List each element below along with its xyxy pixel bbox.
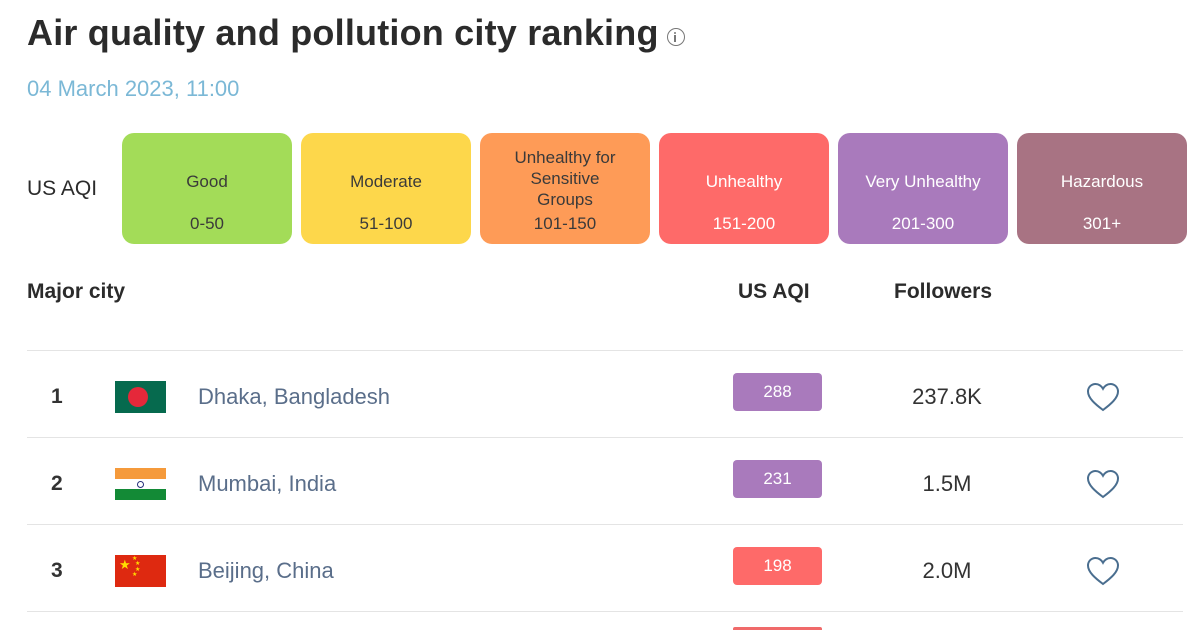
legend-label: US AQI [27, 177, 98, 200]
aqi-badge: 288 [733, 373, 822, 411]
heart-icon[interactable] [1085, 468, 1121, 500]
column-header-city[interactable]: Major city [27, 280, 126, 303]
legend-item-name: Very Unhealthy [865, 172, 981, 191]
title-row: Air quality and pollution city ranking [27, 12, 685, 54]
china-flag-icon: ★ ★ ★ ★ ★ [115, 555, 166, 587]
legend-item-unhealthy: Unhealthy 151-200 [659, 133, 829, 244]
legend-item-range: 51-100 [359, 214, 413, 233]
legend-item-very-unhealthy: Very Unhealthy 201-300 [838, 133, 1008, 244]
heart-icon[interactable] [1085, 555, 1121, 587]
city-name-link[interactable]: Beijing, China [198, 558, 334, 583]
bangladesh-flag-icon [115, 381, 166, 413]
heart-icon[interactable] [1085, 381, 1121, 413]
legend-item-name: Hazardous [1060, 172, 1144, 191]
legend-item-name: Good [186, 172, 228, 191]
aqi-badge: 231 [733, 460, 822, 498]
legend-item-name: Moderate [350, 172, 422, 191]
city-table: 1 Dhaka, Bangladesh 288 237.8K 2 Mumbai,… [27, 350, 1183, 612]
legend-item-unhealthy-sensitive: Unhealthy for Sensitive Groups 101-150 [480, 133, 650, 244]
table-row[interactable]: 1 Dhaka, Bangladesh 288 237.8K [27, 350, 1183, 437]
table-row[interactable]: 2 Mumbai, India 231 1.5M [27, 437, 1183, 524]
legend-item-range: 0-50 [189, 214, 225, 233]
rank-number: 3 [51, 559, 63, 582]
aqi-legend: Good 0-50 Moderate 51-100 Unhealthy for … [122, 133, 1187, 244]
table-row[interactable]: 3 ★ ★ ★ ★ ★ Beijing, China 198 2.0M [27, 524, 1183, 612]
legend-item-range: 151-200 [712, 214, 776, 233]
legend-item-range: 101-150 [533, 214, 597, 233]
column-header-followers[interactable]: Followers [894, 280, 993, 303]
rank-number: 1 [51, 385, 63, 408]
page-title: Air quality and pollution city ranking [27, 12, 659, 53]
legend-item-range: 201-300 [891, 214, 955, 233]
legend-item-good: Good 0-50 [122, 133, 292, 244]
rank-number: 2 [51, 472, 63, 495]
legend-item-range: 301+ [1082, 214, 1122, 233]
india-flag-icon [115, 468, 166, 500]
column-header-aqi[interactable]: US AQI [738, 280, 810, 303]
legend-item-name: Unhealthy for Sensitive Groups [514, 148, 616, 209]
aqi-badge: 198 [733, 547, 822, 585]
legend-item-name: Unhealthy [705, 172, 783, 191]
timestamp: 04 March 2023, 11:00 [27, 76, 240, 101]
city-name-link[interactable]: Mumbai, India [198, 471, 337, 496]
legend-item-moderate: Moderate 51-100 [301, 133, 471, 244]
aqi-badge-partial [733, 627, 822, 630]
info-icon[interactable] [666, 28, 685, 46]
city-name-link[interactable]: Dhaka, Bangladesh [198, 384, 391, 409]
follower-count: 237.8K [912, 384, 982, 409]
follower-count: 1.5M [922, 471, 972, 496]
follower-count: 2.0M [922, 558, 972, 583]
legend-item-hazardous: Hazardous 301+ [1017, 133, 1187, 244]
